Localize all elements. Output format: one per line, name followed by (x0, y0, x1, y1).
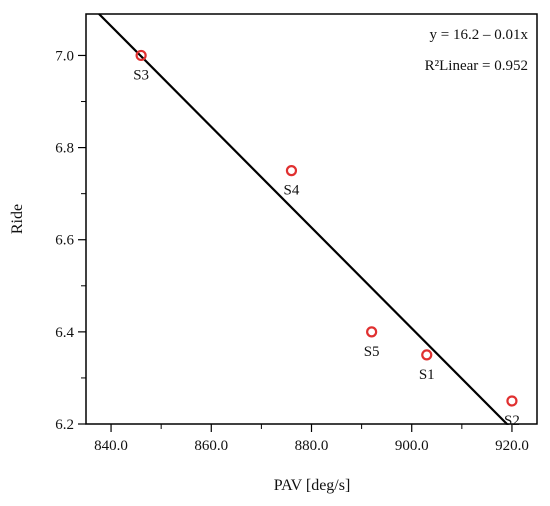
point-label: S3 (133, 67, 149, 83)
x-axis-ticks: 840.0 860.0 880.0 900.0 920.0 (94, 424, 529, 454)
plot-frame (85, 13, 538, 425)
point-label: S5 (364, 344, 380, 360)
y-tick-label: 6.2 (55, 417, 74, 433)
y-axis-ticks: 6.2 6.4 6.6 6.8 7.0 (55, 48, 86, 433)
data-point (135, 49, 147, 62)
x-tick-label: 860.0 (194, 438, 228, 454)
y-tick-label: 6.6 (55, 233, 74, 249)
data-point (366, 326, 378, 338)
r-squared-annotation: R²Linear = 0.952 (425, 58, 528, 74)
y-tick-label: 6.8 (55, 141, 74, 157)
point-label: S1 (419, 367, 435, 383)
data-point (506, 395, 518, 407)
regression-line (98, 13, 508, 425)
equation-annotation: y = 16.2 – 0.01x (430, 27, 529, 43)
point-label: S2 (504, 413, 520, 429)
x-axis-label: PAV [deg/s] (274, 477, 351, 494)
x-tick-label: 840.0 (94, 438, 128, 454)
x-tick-label: 900.0 (395, 438, 429, 454)
y-tick-label: 6.4 (55, 325, 74, 341)
point-label: S4 (284, 183, 300, 199)
y-tick-label: 7.0 (55, 48, 74, 64)
data-point (285, 165, 298, 177)
data-points: S3 S4 S5 S1 S2 (133, 49, 520, 429)
x-tick-label: 920.0 (495, 438, 529, 454)
data-point (421, 349, 433, 361)
x-tick-label: 880.0 (295, 438, 329, 454)
y-axis-label: Ride (9, 204, 26, 234)
